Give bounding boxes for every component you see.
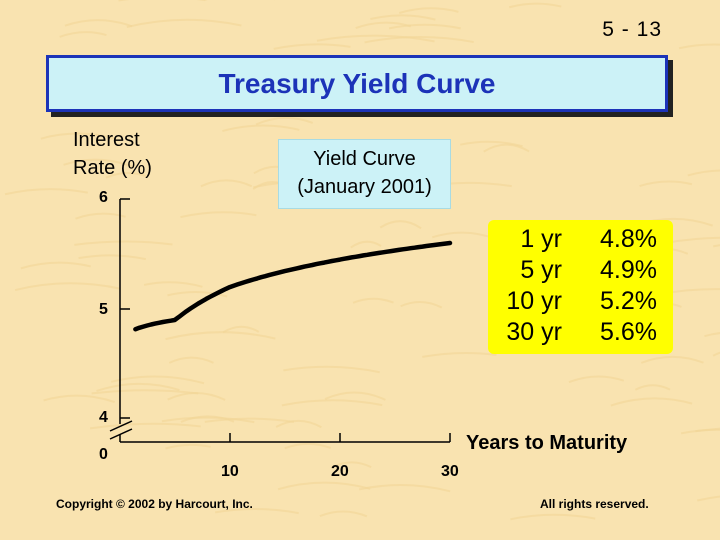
rate-table-maturity: 5 yr [520,256,562,284]
texture-stroke [96,382,180,392]
texture-stroke [283,365,380,374]
texture-stroke [704,332,720,338]
page-number: 5 - 13 [602,18,662,41]
copyright-text: Copyright © 2002 by Harcourt, Inc. [56,497,253,511]
y-axis-label: Interest Rate (%) [73,126,152,182]
texture-stroke [634,384,671,391]
title-banner: Treasury Yield Curve [46,55,668,112]
texture-stroke [75,212,126,220]
rate-table-maturity: 10 yr [506,287,562,315]
texture-stroke [168,356,214,364]
rate-table-maturity: 1 yr [520,225,562,253]
texture-stroke [180,415,235,423]
texture-stroke [105,172,147,179]
texture-stroke [14,282,121,292]
axis-break-mark [109,428,133,440]
texture-stroke [222,124,300,133]
x-axis-label: Years to Maturity [466,432,628,454]
y-tick-label: 5 [99,301,108,318]
texture-stroke [398,7,459,14]
y-axis-label-line2: Rate (%) [73,157,152,179]
rate-table: 1 yr 4.8% 5 yr 4.9% 10 yr 5.2% 30 yr 5.6… [488,220,673,354]
rate-table-rate: 5.6% [600,318,657,346]
texture-stroke [639,180,693,187]
rate-table-rate: 4.8% [600,225,657,253]
rights-text: All rights reserved. [540,497,649,511]
texture-stroke [697,495,720,502]
texture-stroke [316,34,435,43]
y-axis-label-line1: Interest [73,129,140,151]
texture-stroke [89,422,201,430]
texture-stroke [331,461,372,469]
texture-stroke [284,442,332,450]
texture-stroke [161,416,255,424]
texture-stroke [74,240,173,246]
texture-stroke [350,240,382,249]
legend-label-line2: (January 2001) [297,176,432,198]
y-tick-label: 4 [99,409,108,426]
texture-stroke [388,23,461,30]
texture-stroke [483,143,530,153]
texture-stroke [422,351,497,358]
texture-stroke [143,281,203,288]
texture-stroke [510,513,596,521]
texture-stroke [273,43,351,50]
texture-stroke [508,2,562,9]
texture-stroke [352,297,394,304]
texture-stroke [126,18,242,29]
rate-table-rate: 5.2% [600,287,657,315]
texture-stroke [568,375,625,384]
texture-stroke [4,188,88,196]
texture-stroke [222,325,260,334]
x-tick-label: 20 [331,463,349,480]
texture-stroke [695,427,720,433]
texture-stroke [712,351,720,357]
texture-stroke [319,510,368,518]
texture-stroke [370,14,436,21]
rate-table-maturity: 30 yr [506,318,562,346]
texture-stroke [460,140,523,148]
texture-stroke [275,419,322,429]
texture-stroke [204,417,295,423]
texture-stroke [687,169,720,177]
texture-stroke [255,116,314,126]
rate-table-rate: 4.9% [600,256,657,284]
texture-stroke [167,291,228,298]
axis-break-mark [109,420,133,432]
texture-stroke [180,211,257,219]
chart-title: Treasury Yield Curve [218,68,496,99]
x-tick-label: 10 [221,463,239,480]
legend-label-line1: Yield Curve [313,148,416,170]
texture-stroke [59,31,107,38]
x-tick-label: 30 [441,463,459,480]
texture-stroke [20,261,91,270]
texture-stroke [43,394,116,403]
texture-stroke [40,132,116,140]
texture-stroke [281,399,383,407]
texture-stroke [379,220,422,230]
yield-curve-line [133,240,453,332]
texture-stroke [678,43,720,50]
texture-stroke [63,158,133,168]
texture-stroke [200,179,253,188]
texture-stroke [91,389,199,395]
texture-stroke [324,391,386,401]
texture-stroke [400,301,443,309]
texture-stroke [610,397,693,407]
y-tick-label: 6 [99,189,108,206]
texture-stroke [165,331,276,341]
texture-stroke [277,481,371,491]
texture-stroke [64,19,133,28]
texture-stroke [78,254,147,261]
legend-box: Yield Curve (January 2001) [278,139,451,209]
texture-stroke [640,355,704,364]
texture-stroke [214,507,299,515]
texture-stroke [364,36,474,44]
texture-stroke [165,443,211,450]
x-tick-label: 0 [99,446,108,463]
